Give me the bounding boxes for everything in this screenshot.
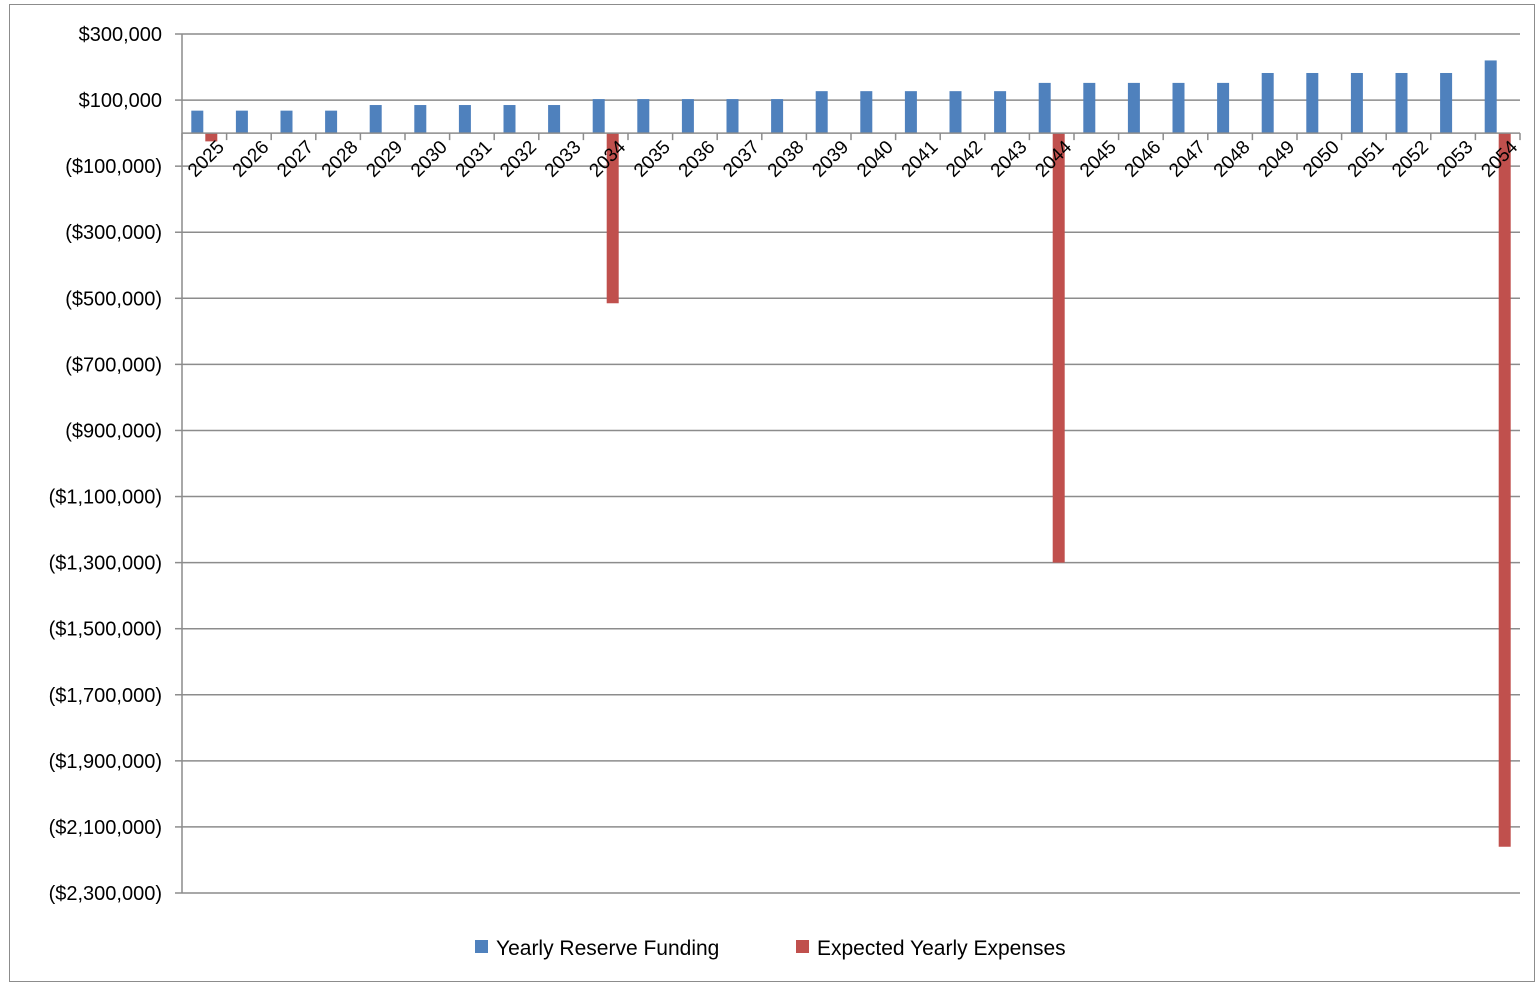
- funding-bar-2030: [414, 105, 427, 134]
- bars: [191, 60, 1511, 847]
- x-tick-label: 2045: [1076, 137, 1121, 182]
- funding-bar-2049: [1261, 72, 1274, 134]
- funding-bar-2052: [1395, 72, 1408, 134]
- funding-bar-2025: [191, 110, 204, 134]
- legend-label: Yearly Reserve Funding: [496, 937, 719, 960]
- funding-bar-2033: [548, 105, 561, 134]
- expense-bar-2054: [1498, 133, 1511, 847]
- funding-bar-2050: [1306, 72, 1319, 134]
- x-tick-label: 2046: [1121, 137, 1166, 182]
- funding-bar-2032: [503, 105, 516, 134]
- y-tick-label: ($500,000): [65, 288, 162, 310]
- y-tick-label: ($1,700,000): [49, 685, 162, 707]
- funding-bar-2034: [592, 99, 605, 134]
- x-tick-label: 2048: [1210, 137, 1255, 182]
- x-tick-label: 2037: [719, 137, 764, 182]
- funding-bar-2042: [949, 91, 962, 134]
- x-tick-label: 2028: [318, 137, 363, 182]
- funding-bar-2031: [458, 105, 471, 134]
- gridlines: [182, 33, 1520, 894]
- funding-bar-2028: [325, 110, 338, 134]
- x-tick-label: 2025: [184, 137, 229, 182]
- y-tick-label: ($700,000): [65, 354, 162, 376]
- funding-bar-2046: [1127, 82, 1140, 134]
- y-tick-label: ($100,000): [65, 156, 162, 178]
- x-tick-label: 2049: [1254, 137, 1299, 182]
- legend-swatch: [796, 940, 809, 953]
- y-tick-label: ($1,500,000): [49, 619, 162, 641]
- funding-bar-2053: [1440, 72, 1453, 134]
- funding-bar-2035: [637, 99, 650, 134]
- x-tick-label: 2026: [229, 137, 274, 182]
- funding-bar-2045: [1083, 82, 1096, 134]
- chart-area: [9, 4, 1535, 982]
- y-tick-label: ($1,100,000): [49, 487, 162, 509]
- expense-bar-2034: [606, 133, 619, 304]
- x-tick-label: 2052: [1388, 137, 1433, 182]
- y-tick-label: $100,000: [79, 90, 162, 112]
- expense-bar-2044: [1052, 133, 1065, 563]
- funding-bar-2041: [904, 91, 917, 134]
- x-tick-label: 2032: [496, 137, 541, 182]
- x-axis: 2025 2026 2027 2028 2029 2030 2031 2032 2033 2034…: [181, 132, 1522, 182]
- x-tick-label: 2040: [853, 137, 898, 182]
- funding-bar-2039: [815, 91, 828, 134]
- funding-bar-2051: [1350, 72, 1363, 134]
- y-axis: $300,000 $100,000 ($100,000) ($300,000) ($50…: [49, 24, 183, 905]
- x-tick-label: 2033: [541, 137, 586, 182]
- funding-bar-2054: [1484, 60, 1497, 134]
- y-tick-label: ($300,000): [65, 222, 162, 244]
- x-tick-label: 2051: [1344, 137, 1389, 182]
- funding-bar-2038: [771, 99, 784, 134]
- y-tick-label: ($2,100,000): [49, 817, 162, 839]
- funding-bar-2048: [1217, 82, 1230, 134]
- funding-bar-2027: [280, 110, 293, 134]
- x-tick-label: 2053: [1433, 137, 1478, 182]
- y-tick-label: $300,000: [79, 24, 162, 46]
- funding-bar-2047: [1172, 82, 1185, 134]
- legend-label: Expected Yearly Expenses: [817, 937, 1066, 960]
- y-tick-label: ($1,900,000): [49, 751, 162, 773]
- x-tick-label: 2036: [675, 137, 720, 182]
- funding-bar-2040: [860, 91, 873, 134]
- x-tick-label: 2050: [1299, 137, 1344, 182]
- x-tick-label: 2047: [1165, 137, 1210, 182]
- x-tick-label: 2027: [273, 137, 318, 182]
- x-tick-label: 2038: [764, 137, 809, 182]
- funding-bar-2029: [369, 105, 382, 134]
- funding-bar-2026: [235, 110, 248, 134]
- x-tick-label: 2030: [407, 137, 452, 182]
- y-tick-label: ($2,300,000): [49, 883, 162, 905]
- x-tick-label: 2043: [987, 137, 1032, 182]
- legend: Yearly Reserve Funding Expected Yearly Ex…: [475, 937, 1066, 960]
- x-tick-label: 2039: [808, 137, 853, 182]
- x-tick-label: 2041: [898, 137, 943, 182]
- expense-bar-2025: [205, 133, 218, 142]
- funding-bar-2043: [994, 91, 1007, 134]
- legend-swatch: [475, 940, 488, 953]
- x-tick-label: 2031: [452, 137, 497, 182]
- funding-bar-2036: [681, 99, 694, 134]
- x-tick-label: 2042: [942, 137, 987, 182]
- funding-bar-2044: [1038, 82, 1051, 134]
- y-tick-label: ($1,300,000): [49, 553, 162, 575]
- funding-bar-2037: [726, 99, 739, 134]
- x-tick-label: 2029: [362, 137, 407, 182]
- x-tick-label: 2035: [630, 137, 675, 182]
- y-tick-label: ($900,000): [65, 420, 162, 442]
